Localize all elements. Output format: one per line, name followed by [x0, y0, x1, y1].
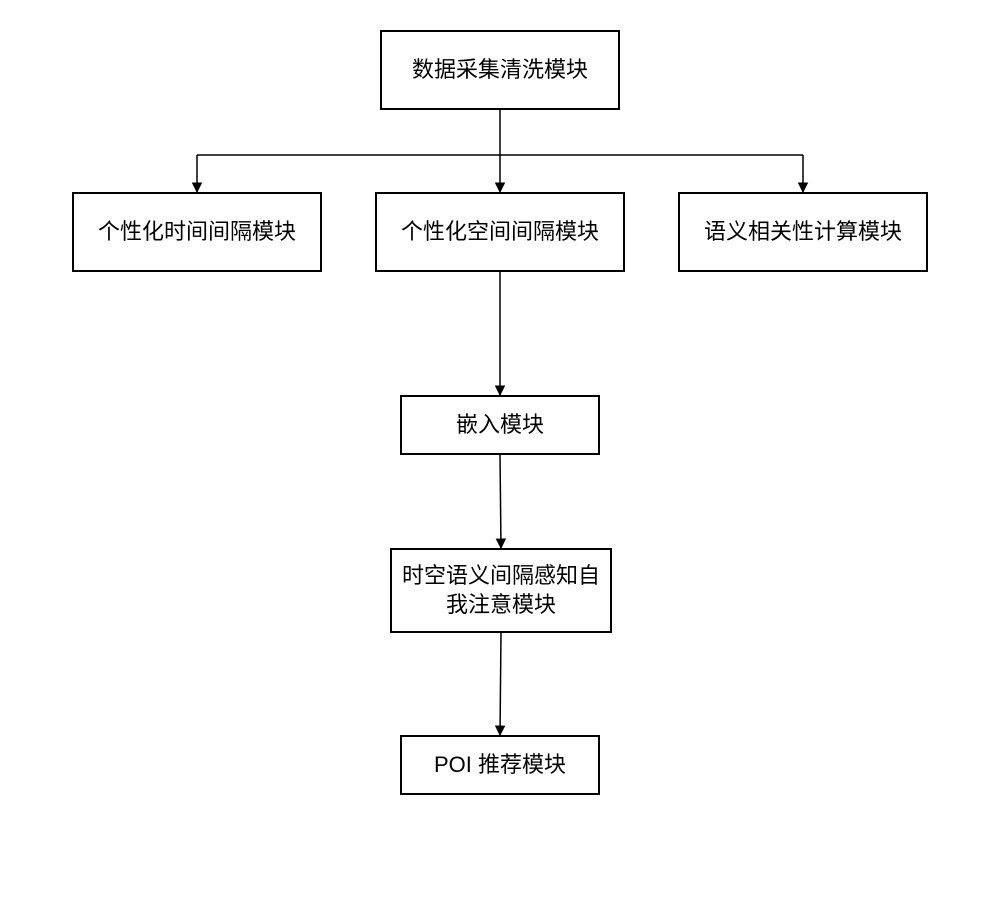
- node-time-interval: 个性化时间间隔模块: [72, 192, 322, 272]
- node-label: 嵌入模块: [456, 411, 544, 440]
- node-label: 数据采集清洗模块: [412, 56, 588, 85]
- node-data-collection: 数据采集清洗模块: [380, 30, 620, 110]
- node-attention: 时空语义间隔感知自我注意模块: [390, 548, 612, 633]
- node-label: POI 推荐模块: [434, 751, 566, 780]
- node-poi-recommend: POI 推荐模块: [400, 735, 600, 795]
- flowchart-canvas: 数据采集清洗模块 个性化时间间隔模块 个性化空间间隔模块 语义相关性计算模块 嵌…: [0, 0, 1000, 901]
- node-space-interval: 个性化空间间隔模块: [375, 192, 625, 272]
- node-semantic: 语义相关性计算模块: [678, 192, 928, 272]
- node-label: 时空语义间隔感知自我注意模块: [400, 562, 602, 619]
- node-embedding: 嵌入模块: [400, 395, 600, 455]
- node-label: 个性化时间间隔模块: [98, 218, 296, 247]
- node-label: 个性化空间间隔模块: [401, 218, 599, 247]
- node-label: 语义相关性计算模块: [704, 218, 902, 247]
